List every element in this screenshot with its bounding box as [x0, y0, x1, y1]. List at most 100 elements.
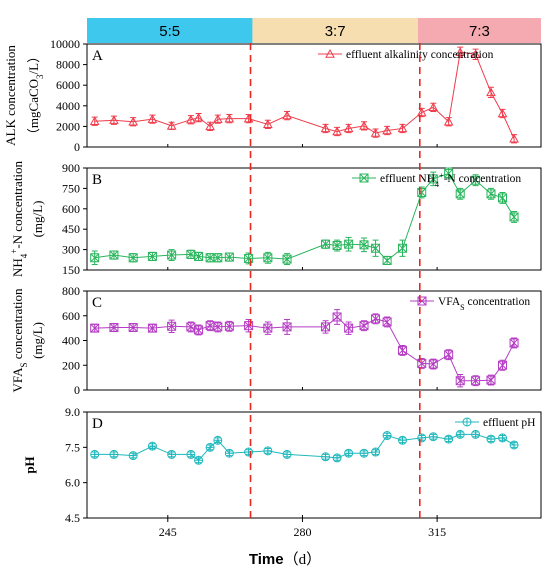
data-point [397, 243, 407, 253]
data-point [486, 434, 496, 444]
panel-frame [86, 167, 542, 271]
data-point [428, 359, 438, 369]
data-point [213, 253, 223, 263]
data-point [128, 116, 139, 126]
x-axis-label-main: Time [249, 551, 284, 568]
data-point [444, 168, 454, 178]
y-axis-label-unit: (mg/L) [30, 322, 45, 359]
data-point [167, 449, 177, 459]
panel-letter: B [92, 172, 102, 188]
data-point [213, 435, 223, 445]
y-tick-label: 400 [62, 334, 80, 348]
y-axis-label-unit: （mgCaCO3/L） [26, 50, 45, 141]
x-axis: 245 280 315 [159, 144, 446, 539]
panel-b: 150 300 450 600 750 900 B NH4+-N concentration(… [9, 160, 542, 277]
data-point [263, 323, 273, 333]
data-point [90, 323, 100, 333]
data-point [244, 321, 254, 331]
data-point [186, 449, 196, 459]
data-point [193, 112, 204, 122]
data-point [332, 126, 342, 136]
data-point [455, 189, 465, 199]
data-point [282, 322, 292, 332]
phase-label: 3:7 [325, 23, 346, 40]
data-point [417, 433, 427, 443]
phase-dividers [249, 43, 421, 520]
series-line [94, 316, 515, 382]
legend-label: effluent pH [483, 417, 535, 429]
data-point [370, 128, 381, 137]
data-point [224, 321, 234, 331]
data-point [147, 251, 157, 261]
data-point [167, 250, 177, 260]
y-axis-label: VFAS concentration [10, 288, 29, 393]
data-point [332, 241, 342, 251]
data-point [343, 123, 354, 133]
panel-a: 0 2000 4000 6000 8000 10000 A ALK concentration… [3, 37, 542, 154]
data-point [416, 107, 427, 117]
data-point [194, 325, 204, 335]
data-point [382, 431, 392, 441]
panel-letter: C [92, 295, 102, 311]
data-point [282, 110, 292, 120]
data-point [332, 312, 342, 322]
data-point [471, 429, 481, 439]
data-point [455, 47, 466, 56]
data-point [397, 123, 408, 133]
data-point [186, 114, 196, 124]
data-point [321, 452, 331, 462]
data-point [244, 447, 254, 457]
data-point [471, 175, 481, 185]
y-tick-label: 600 [62, 309, 80, 323]
data-point [498, 433, 508, 443]
panel-letter: D [92, 416, 103, 432]
data-point [212, 114, 223, 123]
phase-segment [417, 18, 541, 43]
y-tick-label: 150 [62, 263, 80, 277]
data-point [109, 323, 119, 333]
data-point [509, 338, 519, 348]
panel-letter: A [92, 48, 103, 64]
data-point [397, 345, 407, 355]
data-point [444, 350, 454, 360]
data-point [359, 240, 369, 250]
y-tick-label: 7.5 [65, 440, 80, 454]
data-point [344, 323, 354, 333]
data-point [263, 253, 273, 263]
y-tick-label: 0 [74, 140, 80, 154]
y-tick-label: 4.5 [65, 511, 80, 525]
series-line [94, 433, 515, 461]
x-tick-label: 280 [293, 525, 311, 539]
x-tick-label: 315 [428, 525, 446, 539]
data-point [332, 453, 342, 463]
data-point [109, 250, 119, 260]
data-point [147, 114, 158, 123]
y-tick-label: 600 [62, 202, 80, 216]
data-point [128, 253, 138, 263]
x-axis-label: Time（d） [249, 551, 321, 568]
data-point [428, 102, 439, 112]
y-axis-label: ALK concentration [3, 45, 18, 146]
panel-frame [86, 43, 542, 148]
data-point [325, 48, 335, 58]
phase-label: 7:3 [469, 23, 490, 40]
data-point [213, 322, 223, 332]
data-point [428, 432, 438, 442]
y-tick-label: 6000 [56, 78, 80, 92]
y-tick-label: 750 [62, 181, 80, 195]
data-point [455, 376, 465, 386]
data-point [486, 87, 496, 97]
data-point [167, 321, 177, 331]
y-tick-label: 300 [62, 243, 80, 257]
data-point [205, 121, 215, 131]
data-point [509, 212, 519, 222]
y-tick-label: 4000 [56, 99, 80, 113]
data-point [397, 435, 407, 445]
data-point [359, 448, 369, 458]
data-point [417, 358, 427, 368]
y-tick-label: 200 [62, 358, 80, 372]
y-tick-label: 6.0 [65, 476, 80, 490]
y-axis-label: NH4+-N concentration [9, 160, 29, 277]
